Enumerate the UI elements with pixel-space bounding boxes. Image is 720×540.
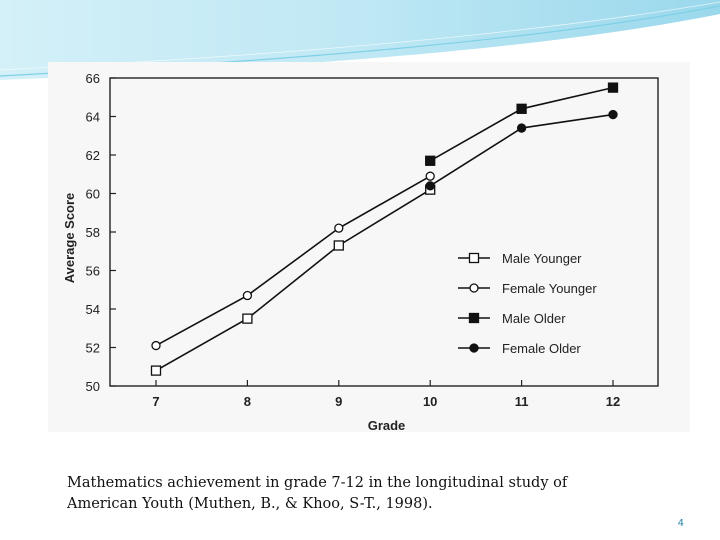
data-point-female-older (608, 109, 618, 120)
legend-label-female-younger: Female Younger (502, 281, 597, 296)
x-axis-title: Grade (368, 418, 406, 432)
line-chart: 50 52 54 56 58 60 62 64 66 7 8 9 10 11 12 Grade Average … (62, 71, 659, 432)
header-wave-band (0, 0, 720, 80)
data-point-male-older (516, 103, 527, 114)
y-tick-label: 58 (86, 225, 100, 240)
series-line-female-younger (155, 175, 431, 347)
y-tick-label: 52 (86, 341, 100, 356)
x-tick-label: 9 (335, 394, 342, 409)
y-tick-label: 62 (86, 148, 100, 163)
plot-frame (109, 77, 659, 387)
legend-label-male-older: Male Older (502, 311, 566, 326)
figure-caption: Mathematics achievement in grade 7-12 in… (67, 473, 627, 515)
y-tick-label: 56 (86, 264, 100, 279)
y-tick-label: 50 (86, 379, 100, 394)
y-axis-title: Average Score (62, 193, 77, 284)
y-tick-label: 54 (86, 302, 100, 317)
y-tick-label: 64 (86, 110, 100, 125)
data-point-male-younger (333, 240, 344, 251)
chart-figure: 50 52 54 56 58 60 62 64 66 7 8 9 10 11 12 Grade Average … (48, 62, 690, 432)
y-tick-label: 66 (86, 71, 100, 86)
data-point-female-younger (334, 223, 344, 233)
y-tick-label: 60 (86, 187, 100, 202)
legend-label-female-older: Female Older (502, 341, 581, 356)
series-line-male-younger (155, 188, 431, 372)
x-tick-label: 11 (515, 394, 529, 409)
x-tick-label: 7 (152, 394, 159, 409)
legend-marker-male-older (468, 312, 480, 324)
legend-marker-female-older (469, 343, 479, 353)
data-point-male-older (607, 82, 619, 93)
slide-number: 4 (677, 518, 684, 529)
data-point-female-younger (151, 340, 161, 351)
data-point-female-older (516, 123, 527, 133)
data-point-female-older (425, 181, 435, 191)
x-tick-label: 8 (244, 394, 251, 409)
data-point-male-younger (242, 313, 253, 324)
x-tick-label: 10 (423, 394, 437, 409)
caption-line-2: American Youth (Muthen, B., & Khoo, S-T.… (67, 496, 433, 512)
data-point-male-older (425, 155, 436, 166)
legend-marker-female-younger (469, 283, 479, 293)
data-point-female-younger (425, 171, 435, 181)
data-point-female-younger (242, 290, 253, 301)
caption-line-1: Mathematics achievement in grade 7-12 in… (67, 475, 568, 491)
x-tick-label: 12 (606, 394, 620, 409)
legend-marker-male-younger (468, 252, 480, 264)
legend-label-male-younger: Male Younger (502, 251, 582, 266)
data-point-male-younger (150, 365, 162, 376)
